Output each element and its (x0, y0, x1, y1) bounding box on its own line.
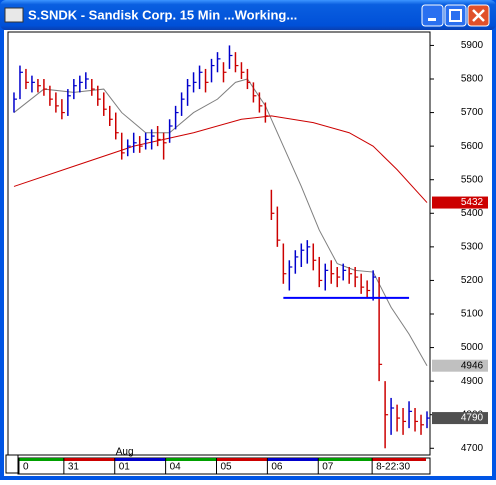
day-strip (216, 458, 268, 461)
y-tick-label: 5800 (461, 74, 484, 85)
minimize-icon (428, 18, 436, 21)
y-tick-label: 5700 (461, 107, 484, 118)
minimize-button[interactable] (421, 4, 444, 27)
day-strip (318, 458, 373, 461)
last-value-tag-bg (432, 412, 488, 425)
x-tick-label: 07 (322, 462, 334, 473)
x-tick-label: 01 (119, 462, 131, 473)
x-tick-label: 06 (271, 462, 283, 473)
last-value-tag-bg (432, 196, 488, 209)
window-title: S.SNDK - Sandisk Corp. 15 Min ...Working… (28, 7, 297, 22)
y-tick-label: 4700 (461, 443, 484, 454)
moving-average (13, 115, 428, 203)
day-strip (114, 458, 166, 461)
plot-area (7, 31, 431, 456)
corner-box (5, 454, 19, 474)
day-strip (165, 458, 217, 461)
day-strip (372, 458, 426, 461)
x-tick-label: 04 (170, 462, 182, 473)
y-tick-label: 5900 (461, 40, 484, 51)
x-tick-label: 0 (23, 462, 29, 473)
x-tick-label: 05 (220, 462, 232, 473)
day-strip (267, 458, 319, 461)
last-value-tag-bg (432, 359, 488, 372)
maximize-button[interactable] (444, 4, 467, 27)
y-tick-label: 5600 (461, 141, 484, 152)
x-tick-label: 8-22:30 (376, 462, 410, 473)
close-icon (472, 9, 485, 22)
x-tick-label: 31 (68, 462, 80, 473)
last-value-tag: 5432 (461, 197, 484, 208)
y-tick-label: 5200 (461, 275, 484, 286)
window-buttons[interactable] (421, 4, 490, 27)
y-tick-label: 5100 (461, 309, 484, 320)
last-value-tag: 4790 (461, 413, 484, 424)
day-strip (63, 458, 115, 461)
y-tick-label: 5500 (461, 174, 484, 185)
month-label: Aug (116, 447, 134, 458)
day-strip (18, 458, 64, 461)
app-icon (4, 7, 24, 23)
y-tick-label: 5300 (461, 241, 484, 252)
maximize-icon (449, 9, 462, 22)
y-tick-label: 5000 (461, 342, 484, 353)
y-tick-label: 5400 (461, 208, 484, 219)
title-bar (0, 0, 496, 30)
y-tick-label: 4900 (461, 376, 484, 387)
last-value-tag: 4946 (461, 360, 484, 371)
